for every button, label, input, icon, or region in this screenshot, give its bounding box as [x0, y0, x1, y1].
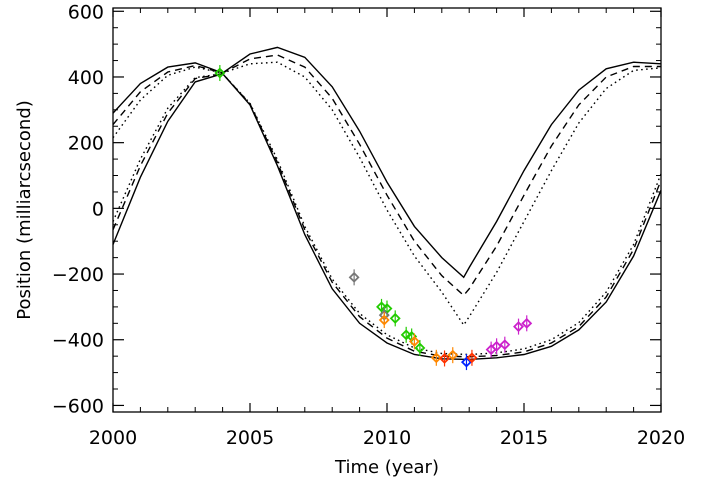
observation-point: [491, 340, 503, 352]
x-tick-label: 2005: [226, 427, 274, 449]
tick-labels: 2000 2005 2010 2015 2020 −600 −400 −200 0 200 400 6…: [52, 1, 685, 449]
observation-point: [408, 335, 420, 347]
x-tick-label: 2000: [89, 427, 137, 449]
x-tick-label: 2010: [363, 427, 411, 449]
observation-point: [378, 314, 390, 326]
model-curve-dotted-3: [112, 72, 662, 356]
observation-point: [348, 271, 360, 283]
model-curve-dashed-5: [112, 54, 661, 297]
x-axis-label: Time (year): [334, 457, 439, 478]
observation-point: [460, 356, 472, 368]
x-tick-label: 2020: [637, 427, 685, 449]
x-tick-label: 2015: [500, 427, 548, 449]
y-tick-label: −200: [52, 264, 104, 286]
y-tick-label: 600: [68, 1, 104, 23]
observation-points: [214, 65, 533, 371]
observation-point: [430, 352, 442, 364]
observation-point: [521, 317, 533, 329]
model-curve-solid-1: [112, 72, 662, 361]
plot-frame: [112, 7, 662, 413]
observation-point: [447, 349, 459, 361]
observation-point: [513, 321, 524, 333]
observation-point: [499, 339, 511, 351]
model-curve-solid-4: [112, 46, 662, 279]
observation-point: [466, 352, 478, 364]
model-curves: [112, 46, 662, 361]
observation-point: [376, 301, 387, 313]
y-tick-label: −600: [52, 395, 104, 417]
model-curve-dotted-6: [112, 61, 662, 327]
y-tick-label: 200: [68, 133, 104, 155]
y-tick-label: −400: [52, 330, 104, 352]
y-axis-label: Position (milliarcsecond): [14, 100, 35, 320]
observation-point: [400, 329, 412, 341]
y-tick-label: 0: [92, 198, 104, 220]
observation-point: [439, 352, 451, 364]
axis-ticks: [112, 8, 662, 412]
y-tick-label: 400: [68, 67, 104, 89]
observation-point: [414, 342, 426, 354]
observation-point: [214, 67, 226, 79]
observation-point: [389, 312, 401, 324]
